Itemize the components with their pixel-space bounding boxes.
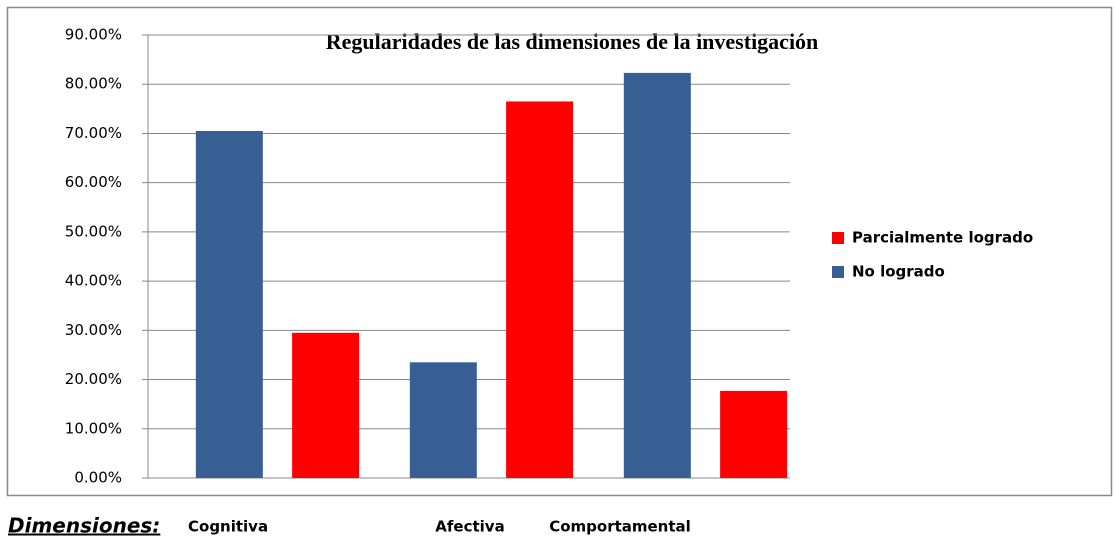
x-tick-label: Afectiva — [435, 518, 504, 536]
bar — [506, 101, 574, 478]
legend-swatch — [832, 266, 844, 278]
bar — [292, 332, 360, 478]
chart-title: Regularidades de las dimensiones de la i… — [326, 29, 819, 54]
y-tick-label: 40.00% — [65, 272, 122, 290]
bar — [720, 390, 788, 478]
y-tick-label: 20.00% — [65, 370, 122, 388]
bar — [409, 362, 477, 478]
y-tick-label: 60.00% — [65, 173, 122, 191]
legend-swatch — [832, 232, 844, 244]
y-tick-label: 80.00% — [65, 75, 122, 93]
x-tick-label: Cognitiva — [188, 518, 268, 536]
y-tick-label: 0.00% — [74, 469, 122, 487]
x-tick-label: Comportamental — [549, 518, 691, 536]
legend-label: No logrado — [852, 263, 945, 281]
y-tick-label: 70.00% — [65, 124, 122, 142]
x-axis-label: Dimensiones: — [8, 514, 160, 538]
bar — [195, 130, 263, 478]
y-tick-label: 90.00% — [65, 26, 122, 44]
legend-label: Parcialmente logrado — [852, 229, 1033, 247]
bar — [623, 72, 691, 478]
y-tick-label: 30.00% — [65, 321, 122, 339]
y-tick-label: 10.00% — [65, 419, 122, 437]
y-tick-label: 50.00% — [65, 222, 122, 240]
